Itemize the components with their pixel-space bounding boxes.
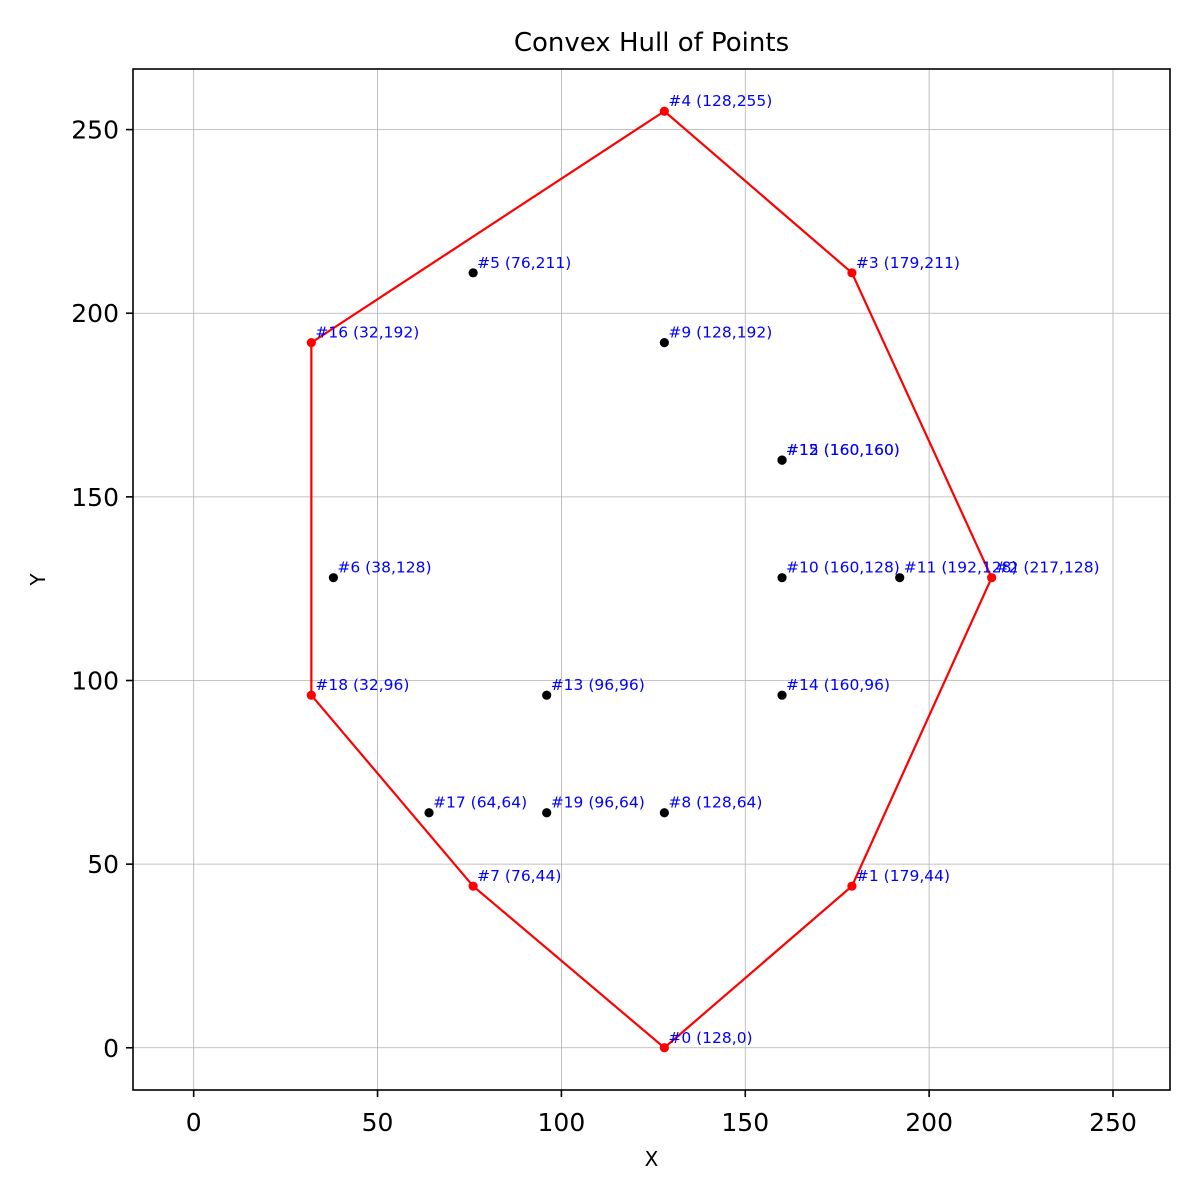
- interior-point: [777, 690, 787, 700]
- plot-frame: [132, 68, 1171, 1091]
- points-layer: [306, 106, 997, 1053]
- point-labels-layer: #0 (128,0) #1 (179,44) #2 (217,128) #3 (179…: [315, 92, 1099, 1047]
- grid-lines: [133, 69, 1170, 1090]
- hull-point: [847, 881, 857, 891]
- point-label: #19 (96,64): [551, 794, 645, 812]
- y-tick-label: 200: [71, 299, 119, 328]
- point-label: #3 (179,211): [856, 254, 960, 272]
- point-label: #15 (160,160): [786, 441, 900, 459]
- x-tick-label: 250: [1089, 1108, 1137, 1137]
- interior-point: [542, 808, 552, 818]
- interior-point: [424, 808, 434, 818]
- point-label: #13 (96,96): [551, 676, 645, 694]
- interior-point: [328, 573, 339, 583]
- point-label: #0 (128,0): [668, 1029, 752, 1047]
- interior-point: [777, 573, 787, 583]
- y-axis-label: Y: [26, 573, 50, 587]
- y-tick-label: 100: [71, 666, 119, 695]
- hull-point: [847, 268, 857, 278]
- hull-point: [659, 1043, 669, 1053]
- x-tick-label: 150: [721, 1108, 769, 1137]
- point-label: #1 (179,44): [856, 867, 950, 885]
- point-label: #16 (32,192): [315, 324, 419, 342]
- x-tick-label: 0: [186, 1108, 202, 1137]
- point-label: #4 (128,255): [668, 92, 772, 110]
- point-label: #10 (160,128): [786, 559, 900, 577]
- x-tick-label: 50: [362, 1108, 394, 1137]
- point-label: #17 (64,64): [433, 794, 527, 812]
- hull-line: [310, 110, 993, 1049]
- interior-point: [659, 338, 669, 348]
- y-tick-label: 0: [103, 1034, 119, 1063]
- interior-point: [542, 690, 552, 700]
- y-tick-label: 50: [87, 850, 119, 879]
- point-label: #9 (128,192): [668, 324, 772, 342]
- x-tick-label: 200: [905, 1108, 953, 1137]
- point-label: #14 (160,96): [786, 676, 890, 694]
- point-label: #11 (192,128): [904, 559, 1018, 577]
- axis-ticks: 0 50 100 150 200 250 0 50 100 150 200 250: [71, 116, 1137, 1137]
- hull-point: [468, 881, 478, 891]
- point-label: #6 (38,128): [337, 559, 431, 577]
- interior-point: [468, 268, 478, 278]
- x-axis-label: X: [645, 1147, 659, 1171]
- hull-point: [306, 338, 316, 348]
- interior-point: [659, 808, 669, 818]
- y-tick-label: 150: [71, 483, 119, 512]
- chart-title: Convex Hull of Points: [514, 28, 789, 58]
- interior-point: [777, 455, 787, 465]
- hull-point: [987, 573, 997, 583]
- hull-point: [306, 690, 316, 700]
- hull-polygon-layer: [310, 110, 993, 1049]
- x-tick-label: 100: [538, 1108, 586, 1137]
- point-label: #2 (217,128): [996, 559, 1100, 577]
- hull-point: [659, 106, 669, 116]
- point-label: #18 (32,96): [315, 676, 409, 694]
- point-label: #8 (128,64): [668, 794, 762, 812]
- interior-point: [895, 573, 905, 583]
- point-label: #12 (160,160): [786, 441, 900, 459]
- point-label: #5 (76,211): [477, 254, 571, 272]
- point-label: #7 (76,44): [477, 867, 561, 885]
- y-tick-label: 250: [71, 116, 119, 145]
